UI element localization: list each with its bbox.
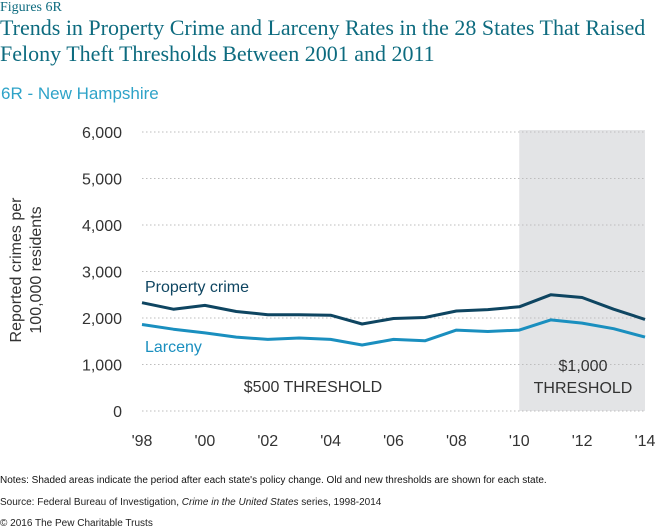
- series-label-larceny: Larceny: [145, 339, 202, 356]
- figure-label: Figures 6R: [0, 0, 62, 16]
- source-prefix: Source: Federal Bureau of Investigation,: [0, 497, 182, 508]
- annotation-old-threshold: $500 THRESHOLD: [244, 379, 382, 396]
- x-tick-label: '02: [257, 433, 278, 450]
- x-tick-label: '08: [446, 433, 467, 450]
- y-tick-label: 1,000: [82, 358, 122, 375]
- y-tick-label: 5,000: [82, 172, 122, 189]
- source-suffix: series, 1998-2014: [299, 497, 382, 508]
- y-tick-label: 0: [113, 404, 122, 421]
- x-tick-label: '00: [194, 433, 215, 450]
- chart-notes: Notes: Shaded areas indicate the period …: [0, 475, 547, 486]
- y-axis-label-line-2: 100,000 residents: [28, 206, 45, 333]
- annotation-new-threshold-line-1: $1,000: [559, 358, 608, 375]
- chart-source: Source: Federal Bureau of Investigation,…: [0, 497, 381, 508]
- x-tick-label: '98: [132, 433, 153, 450]
- x-tick-label: '10: [509, 433, 530, 450]
- annotation-new-threshold-line-2: THRESHOLD: [534, 380, 633, 397]
- x-tick-label: '14: [635, 433, 656, 450]
- line-chart: 0 1,000 2,000 3,000 4,000 5,000 6,000 '98 '00 '02…: [0, 110, 660, 455]
- y-tick-label: 6,000: [82, 125, 122, 142]
- x-tick-label: '06: [383, 433, 404, 450]
- source-title: Crime in the United States: [182, 497, 299, 508]
- y-tick-label: 4,000: [82, 218, 122, 235]
- y-axis-label-line-1: Reported crimes per: [8, 197, 25, 343]
- chart-subtitle: 6R - New Hampshire: [1, 84, 159, 104]
- chart-title: Trends in Property Crime and Larceny Rat…: [0, 15, 650, 67]
- x-tick-label: '04: [320, 433, 341, 450]
- x-tick-label: '12: [572, 433, 593, 450]
- copyright: © 2016 The Pew Charitable Trusts: [0, 518, 153, 529]
- series-label-property-crime: Property crime: [145, 279, 249, 296]
- y-tick-label: 2,000: [82, 311, 122, 328]
- y-tick-label: 3,000: [82, 265, 122, 282]
